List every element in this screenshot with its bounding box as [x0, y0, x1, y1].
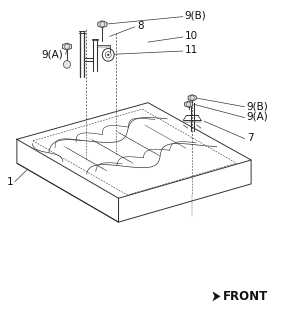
Text: 9(A): 9(A)	[247, 112, 268, 122]
Polygon shape	[62, 43, 72, 50]
Text: 7: 7	[247, 133, 253, 143]
Polygon shape	[185, 101, 193, 108]
Text: 10: 10	[185, 31, 198, 41]
Text: FRONT: FRONT	[223, 290, 268, 303]
Circle shape	[63, 60, 70, 68]
Circle shape	[107, 54, 109, 56]
Text: 8: 8	[137, 21, 144, 31]
Polygon shape	[213, 292, 220, 301]
Text: 9(B): 9(B)	[185, 11, 207, 21]
Polygon shape	[98, 21, 107, 28]
Text: 9(A): 9(A)	[42, 49, 63, 59]
Text: 9(B): 9(B)	[247, 101, 268, 111]
Text: 1: 1	[7, 177, 13, 187]
Text: 11: 11	[185, 45, 198, 55]
Polygon shape	[188, 95, 196, 101]
